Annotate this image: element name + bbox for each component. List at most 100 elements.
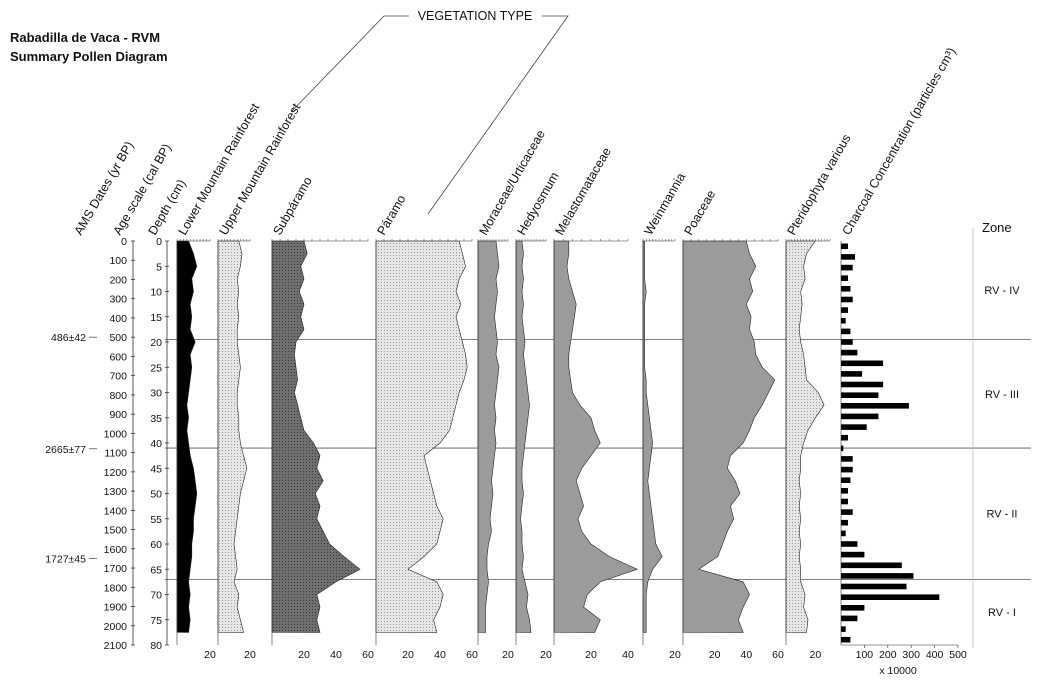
panel-tick-label: 20 — [298, 649, 310, 661]
charcoal-bar — [841, 477, 851, 483]
series-name-label: Moraceae/Urticaceae — [476, 128, 548, 238]
ams-date-label: 486±42 — [51, 332, 86, 344]
series-area — [682, 240, 776, 633]
charcoal-bar — [841, 509, 853, 515]
series-area — [271, 240, 361, 633]
charcoal-tick-label: 200 — [879, 649, 897, 661]
age-tick-label: 1900 — [104, 602, 128, 614]
charcoal-bar — [841, 286, 851, 292]
age-tick-label: 300 — [109, 294, 127, 306]
age-tick-label: 1300 — [104, 486, 128, 498]
series-area — [477, 240, 500, 633]
zone-label: RV - II — [987, 509, 1018, 521]
charcoal-bar — [841, 445, 844, 452]
age-tick-label: 1000 — [104, 428, 128, 440]
age-tick-label: 900 — [109, 409, 127, 421]
charcoal-bar — [841, 488, 848, 494]
panel-tick-label: 20 — [244, 649, 256, 661]
age-tick-label: 2100 — [104, 640, 128, 652]
depth-tick-label: 15 — [150, 312, 162, 324]
depth-tick-label: 75 — [150, 615, 162, 627]
ams-date-label: 2665±77 — [45, 444, 86, 456]
panel-tick-label: 40 — [330, 649, 342, 661]
age-tick-label: 1100 — [104, 448, 127, 460]
charcoal-bar — [841, 636, 851, 643]
age-tick-label: 1800 — [104, 582, 128, 594]
vegetation-leader-right — [427, 15, 569, 215]
series-name-label: Subpáramo — [270, 174, 314, 237]
charcoal-bar — [841, 434, 848, 441]
age-tick-label: 1600 — [104, 544, 128, 556]
charcoal-bar — [841, 254, 855, 260]
panel-tick-label: 40 — [622, 649, 634, 661]
charcoal-bar — [841, 541, 858, 547]
age-tick-label: 700 — [109, 371, 127, 383]
charcoal-bar — [841, 371, 863, 377]
chart-title: Rabadilla de Vaca - RVM — [10, 30, 161, 45]
panel-tick-label: 20 — [709, 649, 721, 661]
series-area — [642, 240, 663, 633]
charcoal-bar — [841, 243, 848, 250]
ams-date-label: 1727±45 — [45, 553, 86, 565]
chart-subtitle: Summary Pollen Diagram — [10, 49, 168, 64]
series-name-label: Pteridophyta various — [784, 132, 853, 238]
charcoal-bar — [841, 307, 848, 313]
charcoal-bar — [841, 583, 907, 590]
series-name-label: Páramo — [374, 193, 408, 238]
series-area — [176, 240, 198, 633]
panel-tick-label: 40 — [434, 649, 446, 661]
zone-label: RV - III — [985, 389, 1019, 401]
series-name-label: Weinmannia — [641, 170, 688, 237]
age-tick-label: 500 — [109, 332, 127, 344]
age-tick-label: 600 — [109, 351, 127, 363]
charcoal-bar — [841, 615, 858, 622]
series-area — [375, 240, 468, 633]
age-tick-label: 1700 — [104, 563, 128, 575]
charcoal-tick-label: 300 — [902, 649, 920, 661]
charcoal-bar — [841, 381, 884, 388]
series-name-label: Lower Mountain Rainforest — [175, 101, 262, 238]
charcoal-bar — [841, 424, 867, 430]
panel-tick-label: 20 — [585, 649, 597, 661]
series-area — [217, 240, 248, 633]
zone-label: RV - IV — [984, 285, 1020, 297]
charcoal-bar — [841, 530, 846, 537]
panel-tick-label: 60 — [772, 649, 784, 661]
charcoal-bar — [841, 626, 846, 632]
charcoal-header: Charcoal Concentration (particles cm³) — [839, 45, 958, 237]
panel-tick-label: 20 — [502, 649, 514, 661]
depth-tick-label: 80 — [150, 640, 162, 652]
panel-tick-label: 40 — [740, 649, 752, 661]
charcoal-tick-label: 100 — [856, 649, 874, 661]
charcoal-tick-label: 500 — [949, 649, 967, 661]
depth-tick-label: 10 — [150, 287, 162, 299]
charcoal-bar — [841, 605, 865, 611]
depth-tick-label: 5 — [156, 261, 162, 273]
panel-tick-label: 60 — [466, 649, 478, 661]
depth-tick-label: 60 — [150, 539, 162, 551]
charcoal-bar — [841, 519, 848, 526]
age-tick-label: 0 — [121, 236, 127, 248]
charcoal-bar — [841, 275, 848, 281]
depth-tick-label: 20 — [150, 337, 162, 349]
panel-tick-label: 20 — [204, 649, 216, 661]
age-tick-label: 800 — [109, 390, 127, 402]
panel-tick-label: 20 — [809, 649, 821, 661]
age-tick-label: 1200 — [104, 467, 128, 479]
depth-tick-label: 65 — [150, 564, 162, 576]
charcoal-bar — [841, 456, 853, 462]
charcoal-bar — [841, 349, 858, 356]
charcoal-bar — [841, 296, 853, 303]
panel-tick-label: 20 — [540, 649, 552, 661]
charcoal-tick-label: 400 — [926, 649, 944, 661]
charcoal-bar — [841, 573, 914, 579]
series-name-label: Melastomataceae — [552, 145, 613, 237]
depth-tick-label: 70 — [150, 590, 162, 602]
series-area — [553, 240, 639, 633]
charcoal-unit: x 10000 — [879, 665, 917, 677]
charcoal-bar — [841, 551, 865, 558]
charcoal-bar — [841, 317, 846, 324]
panel-tick-label: 20 — [669, 649, 681, 661]
age-tick-label: 1500 — [104, 525, 128, 537]
